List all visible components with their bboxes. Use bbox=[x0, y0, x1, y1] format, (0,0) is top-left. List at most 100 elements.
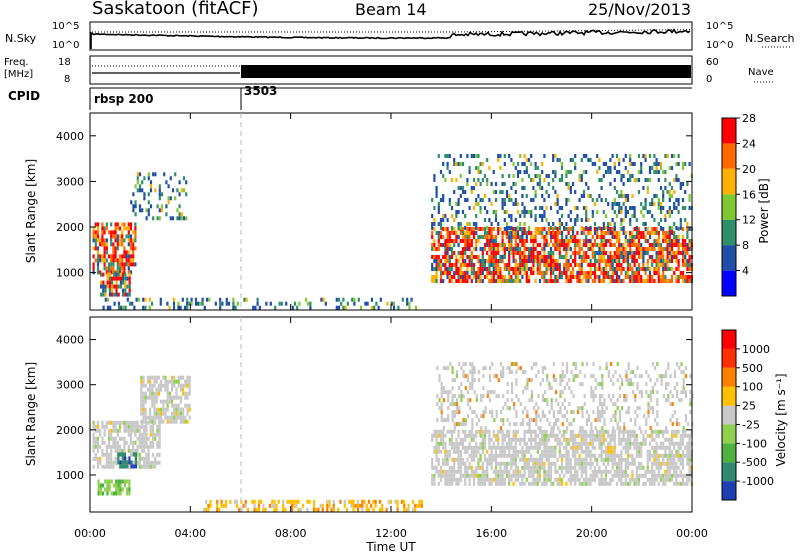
heatmap-cell bbox=[116, 238, 119, 243]
heatmap-cell bbox=[470, 453, 473, 458]
heatmap-cell bbox=[665, 382, 668, 387]
heatmap-cell bbox=[626, 473, 630, 478]
heatmap-cell bbox=[92, 424, 95, 429]
heatmap-cell bbox=[140, 379, 143, 384]
heatmap-cell bbox=[604, 162, 608, 166]
heatmap-cell bbox=[552, 445, 555, 450]
heatmap-cell bbox=[541, 206, 544, 210]
heatmap-cell bbox=[499, 154, 502, 158]
heatmap-cell bbox=[477, 239, 480, 243]
heatmap-cell bbox=[544, 414, 547, 419]
heatmap-cell bbox=[675, 243, 678, 247]
heatmap-cell bbox=[602, 461, 605, 466]
heatmap-cell bbox=[620, 255, 623, 259]
heatmap-cell bbox=[589, 231, 592, 235]
heatmap-cell bbox=[580, 469, 583, 474]
heatmap-cell bbox=[436, 366, 439, 371]
heatmap-cell bbox=[571, 226, 575, 230]
colorbar-tick-label: -1000 bbox=[742, 475, 774, 488]
heatmap-cell bbox=[558, 473, 561, 478]
heatmap-cell bbox=[138, 432, 141, 437]
heatmap-cell bbox=[457, 461, 460, 466]
heatmap-cell bbox=[585, 275, 588, 279]
heatmap-cell bbox=[108, 284, 111, 289]
heatmap-cell bbox=[356, 507, 360, 512]
heatmap-cell bbox=[99, 242, 102, 247]
heatmap-cell bbox=[545, 453, 548, 458]
heatmap-cell bbox=[681, 206, 685, 210]
heatmap-cell bbox=[612, 374, 615, 379]
heatmap-cell bbox=[103, 432, 106, 437]
heatmap-cell bbox=[589, 461, 592, 466]
heatmap-cell bbox=[444, 154, 447, 158]
heatmap-cell bbox=[535, 374, 538, 379]
heatmap-cell bbox=[596, 275, 599, 279]
heatmap-cell bbox=[612, 402, 615, 407]
heatmap-cell bbox=[105, 270, 108, 275]
heatmap-cell bbox=[626, 255, 630, 259]
heatmap-cell bbox=[577, 374, 580, 379]
heatmap-cell bbox=[477, 465, 480, 470]
heatmap-cell bbox=[532, 239, 535, 243]
heatmap-cell bbox=[459, 162, 462, 166]
heatmap-cell bbox=[629, 461, 632, 466]
heatmap-cell bbox=[545, 218, 548, 222]
heatmap-cell bbox=[519, 481, 522, 486]
heatmap-cell bbox=[431, 433, 434, 438]
heatmap-cell bbox=[459, 231, 462, 235]
heatmap-cell bbox=[571, 433, 575, 438]
heatmap-cell bbox=[107, 452, 111, 457]
heatmap-cell bbox=[282, 507, 285, 512]
heatmap-cell bbox=[646, 469, 649, 474]
heatmap-cell bbox=[123, 460, 127, 465]
heatmap-cell bbox=[541, 449, 544, 454]
heatmap-cell bbox=[190, 297, 193, 302]
heatmap-cell bbox=[466, 198, 469, 202]
heatmap-cell bbox=[112, 483, 116, 488]
heatmap-cell bbox=[472, 453, 476, 458]
heatmap-cell bbox=[648, 178, 652, 182]
heatmap-cell bbox=[255, 507, 258, 512]
heatmap-cell bbox=[96, 444, 100, 449]
heatmap-cell bbox=[566, 366, 569, 371]
heatmap-cell bbox=[688, 243, 691, 247]
heatmap-cell bbox=[527, 267, 531, 271]
heatmap-cell bbox=[490, 243, 493, 247]
heatmap-cell bbox=[470, 186, 473, 190]
heatmap-cell bbox=[629, 275, 632, 279]
heatmap-cell bbox=[450, 267, 454, 271]
heatmap-cell bbox=[165, 180, 168, 185]
heatmap-cell bbox=[446, 259, 449, 263]
heatmap-cell bbox=[94, 428, 97, 433]
heatmap-cell bbox=[648, 469, 652, 474]
heatmap-cell bbox=[444, 243, 447, 247]
heatmap-cell bbox=[503, 461, 506, 466]
heatmap-cell bbox=[582, 481, 586, 486]
heatmap-cell bbox=[626, 243, 630, 247]
heatmap-cell bbox=[543, 445, 546, 450]
heatmap-cell bbox=[168, 391, 171, 396]
heatmap-cell bbox=[510, 465, 513, 470]
heatmap-cell bbox=[574, 374, 577, 379]
heatmap-cell bbox=[262, 507, 265, 512]
heatmap-cell bbox=[600, 239, 603, 243]
heatmap-cell bbox=[112, 464, 115, 469]
heatmap-cell bbox=[444, 214, 447, 218]
heatmap-cell bbox=[123, 226, 126, 231]
heatmap-cell bbox=[173, 395, 176, 400]
heatmap-cell bbox=[622, 174, 625, 178]
heatmap-cell bbox=[601, 414, 604, 419]
heatmap-cell bbox=[547, 453, 550, 458]
heatmap-cell bbox=[328, 499, 331, 504]
heatmap-cell bbox=[629, 222, 632, 226]
heatmap-cell bbox=[397, 305, 400, 310]
heatmap-cell bbox=[154, 188, 157, 193]
heatmap-cell bbox=[480, 398, 483, 403]
heatmap-cell bbox=[114, 246, 117, 251]
heatmap-cell bbox=[144, 411, 147, 416]
heatmap-cell bbox=[532, 445, 535, 450]
heatmap-cell bbox=[640, 394, 643, 399]
heatmap-cell bbox=[177, 305, 180, 310]
heatmap-cell bbox=[561, 390, 564, 395]
heatmap-cell bbox=[655, 445, 658, 450]
